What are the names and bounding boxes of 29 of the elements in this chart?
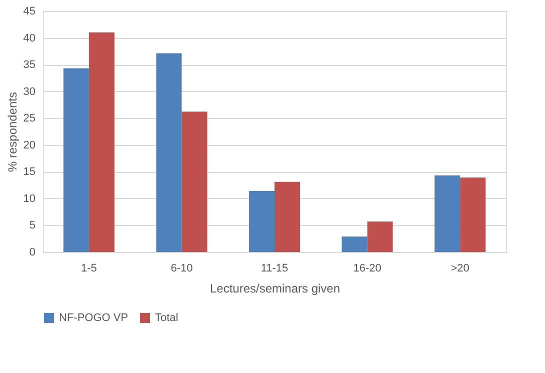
bar xyxy=(63,68,89,252)
x-tick-label: 16-20 xyxy=(353,262,382,274)
x-axis-title: Lectures/seminars given xyxy=(210,282,340,296)
bar xyxy=(182,112,208,252)
y-tick-label: 30 xyxy=(23,86,36,98)
y-tick-label: 40 xyxy=(23,32,36,44)
legend-label: NF-POGO VP xyxy=(59,312,128,324)
x-tick-label: 11-15 xyxy=(260,262,288,274)
y-tick-label: 5 xyxy=(29,220,36,232)
bar xyxy=(460,178,486,252)
y-tick-label: 45 xyxy=(23,6,36,18)
x-tick-label: 6-10 xyxy=(170,262,193,274)
y-axis-title: % respondents xyxy=(5,92,20,172)
y-tick-label: 10 xyxy=(23,192,36,205)
bar xyxy=(88,32,114,252)
legend-label: Total xyxy=(155,312,178,324)
y-tick-label: 35 xyxy=(23,59,36,72)
bar xyxy=(248,190,274,252)
y-tick-label: 15 xyxy=(23,166,36,178)
bar xyxy=(434,175,460,252)
x-tick-label: 1-5 xyxy=(80,262,97,274)
bar xyxy=(367,221,393,252)
y-tick-label: 25 xyxy=(23,112,36,125)
bar xyxy=(342,236,368,252)
bar xyxy=(156,53,182,252)
x-tick-label: >20 xyxy=(450,262,470,274)
y-tick-label: 20 xyxy=(23,139,36,152)
y-tick-label: 0 xyxy=(29,246,36,258)
bar xyxy=(274,182,300,252)
